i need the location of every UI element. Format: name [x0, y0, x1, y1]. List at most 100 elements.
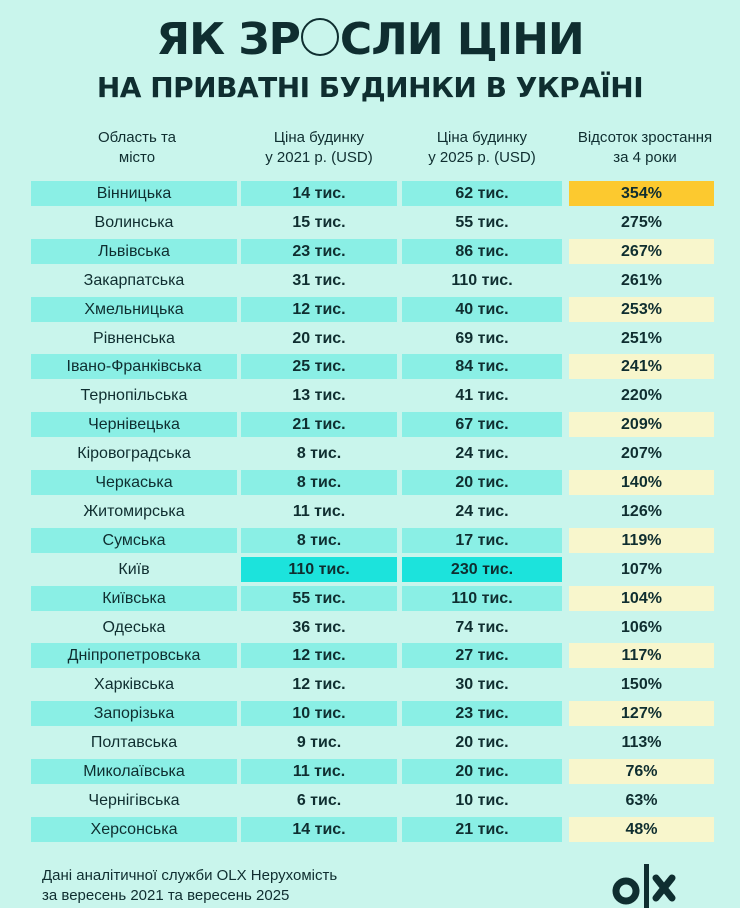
growth-cell: 275%	[621, 213, 662, 231]
region-cell: Чернівецька	[31, 412, 237, 438]
price-2025-cell: 24 тис.	[455, 445, 509, 463]
column-header-price-2021: Ціна будинку у 2021 р. (USD)	[241, 128, 397, 168]
olx-logo-icon	[612, 864, 676, 908]
growth-cell: 106%	[621, 618, 662, 636]
region-cell: Житомирська	[83, 502, 185, 520]
price-2025-cell: 41 тис.	[455, 387, 509, 405]
price-2025-cell: 74 тис.	[455, 618, 509, 636]
region-cell: Хмельницька	[31, 296, 237, 322]
price-2025-cell: 62 тис.	[402, 181, 562, 206]
column-header-price-2025-line1: Ціна будинку	[436, 129, 528, 146]
price-2025-cell: 30 тис.	[455, 676, 509, 694]
growth-cell: 241%	[569, 354, 714, 380]
price-2025-cell: 55 тис.	[455, 213, 509, 231]
column-header-growth-line1: Відсоток зростання	[577, 129, 713, 146]
region-cell: Вінницька	[31, 181, 237, 206]
growth-cell: 251%	[621, 329, 662, 347]
price-2025-cell: 17 тис.	[402, 527, 562, 553]
column-header-price-2021-line2: у 2021 р. (USD)	[265, 149, 373, 166]
price-2021-cell: 6 тис.	[296, 791, 342, 809]
region-cell: Одеська	[102, 618, 166, 636]
region-cell: Харківська	[94, 676, 174, 694]
region-cell: Рівненська	[93, 329, 175, 347]
price-2025-cell: 84 тис.	[402, 354, 562, 380]
source-note: Дані аналітичної служби OLX Нерухомість …	[42, 866, 337, 906]
column-header-growth: Відсоток зростання за 4 роки	[560, 128, 730, 168]
region-cell: Миколаївська	[31, 759, 237, 784]
price-2021-cell: 8 тис.	[241, 470, 397, 495]
region-cell: Тернопільська	[80, 387, 188, 405]
price-2021-cell: 15 тис.	[292, 213, 346, 231]
price-2021-cell: 11 тис.	[241, 759, 397, 784]
column-header-price-2021-line1: Ціна будинку	[273, 129, 365, 146]
price-2025-cell: 20 тис.	[402, 759, 562, 784]
price-2021-cell: 20 тис.	[292, 329, 346, 347]
region-cell: Полтавська	[90, 734, 178, 752]
price-2021-cell: 10 тис.	[241, 701, 397, 727]
page-title: ЯК ЗР СЛИ ЦІНИ	[0, 12, 740, 68]
price-2021-cell: 14 тис.	[241, 181, 397, 206]
price-2025-cell: 27 тис.	[402, 643, 562, 669]
price-2021-cell: 55 тис.	[241, 585, 397, 611]
price-2025-cell: 23 тис.	[402, 701, 562, 727]
price-2025-cell: 40 тис.	[402, 296, 562, 322]
price-2021-cell: 36 тис.	[292, 618, 346, 636]
price-2021-cell: 23 тис.	[241, 238, 397, 264]
price-2021-cell: 110 тис.	[241, 556, 397, 582]
growth-cell: 113%	[621, 734, 662, 752]
price-2025-cell: 20 тис.	[402, 470, 562, 495]
growth-cell: 207%	[621, 445, 662, 463]
growth-cell: 117%	[569, 643, 714, 669]
region-cell: Сумська	[31, 527, 237, 553]
price-2025-cell: 20 тис.	[455, 734, 509, 752]
price-2025-cell: 230 тис.	[402, 556, 562, 582]
region-cell: Кіровоградська	[77, 445, 191, 463]
growth-cell: 140%	[569, 470, 714, 495]
growth-cell: 127%	[569, 701, 714, 727]
growth-cell: 267%	[569, 238, 714, 264]
region-cell: Запорізька	[31, 701, 237, 727]
price-2021-cell: 8 тис.	[296, 445, 342, 463]
column-header-price-2025: Ціна будинку у 2025 р. (USD)	[402, 128, 562, 168]
title-part1: ЯК ЗР	[156, 14, 301, 65]
price-2021-cell: 12 тис.	[241, 643, 397, 669]
growth-cell: 354%	[569, 181, 714, 206]
growth-cell: 150%	[621, 676, 662, 694]
region-cell: Львівська	[31, 238, 237, 264]
price-2021-cell: 12 тис.	[241, 296, 397, 322]
price-2021-cell: 11 тис.	[292, 502, 346, 520]
price-2025-cell: 10 тис.	[455, 791, 509, 809]
region-cell: Київ	[118, 560, 150, 578]
price-2025-cell: 67 тис.	[402, 412, 562, 438]
price-2025-cell: 110 тис.	[451, 271, 513, 289]
column-header-region: Область та місто	[62, 128, 212, 168]
title-ring-o-icon	[300, 18, 339, 56]
region-cell: Київська	[31, 585, 237, 611]
growth-cell: 76%	[569, 759, 714, 784]
page-subtitle: НА ПРИВАТНІ БУДИНКИ В УКРАЇНІ	[96, 71, 644, 104]
price-2021-cell: 31 тис.	[292, 271, 346, 289]
growth-cell: 253%	[569, 296, 714, 322]
price-2021-cell: 21 тис.	[241, 412, 397, 438]
price-2021-cell: 12 тис.	[292, 676, 346, 694]
growth-cell: 126%	[621, 502, 662, 520]
column-header-growth-line2: за 4 роки	[613, 149, 677, 166]
price-2021-cell: 13 тис.	[292, 387, 346, 405]
price-2021-cell: 9 тис.	[296, 734, 342, 752]
region-cell: Черкаська	[31, 470, 237, 495]
region-cell: Чернігівська	[88, 791, 180, 809]
growth-cell: 48%	[569, 816, 714, 842]
price-2021-cell: 25 тис.	[241, 354, 397, 380]
growth-cell: 119%	[569, 527, 714, 553]
region-cell: Волинська	[94, 213, 174, 231]
column-header-region-line2: місто	[118, 149, 156, 166]
growth-cell: 107%	[621, 560, 662, 578]
column-header-region-line1: Область та	[97, 129, 177, 146]
region-cell: Дніпропетровська	[31, 643, 237, 669]
growth-cell: 261%	[621, 271, 662, 289]
growth-cell: 63%	[625, 791, 658, 809]
price-2025-cell: 110 тис.	[402, 585, 562, 611]
region-cell: Івано-Франківська	[31, 354, 237, 380]
price-2025-cell: 86 тис.	[402, 238, 562, 264]
growth-cell: 209%	[569, 412, 714, 438]
